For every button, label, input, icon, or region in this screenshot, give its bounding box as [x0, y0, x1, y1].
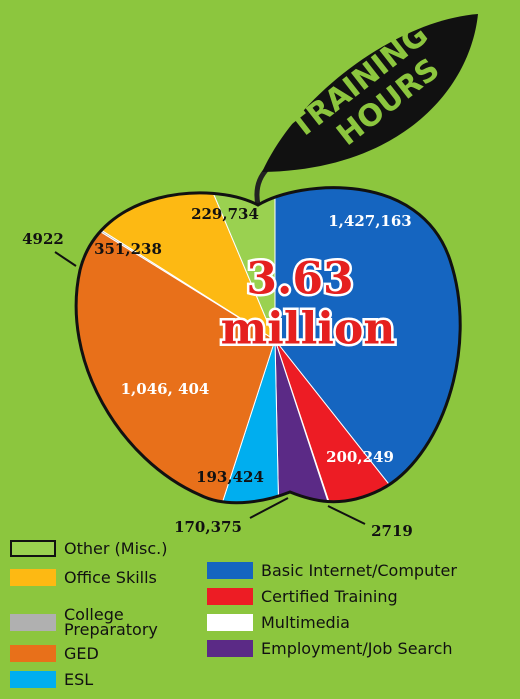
legend-swatch [10, 645, 56, 662]
legend-item: Employment/Job Search [207, 640, 453, 657]
leader-line [54, 251, 77, 267]
legend-label: Office Skills [64, 568, 157, 587]
leader-line [249, 497, 289, 519]
legend-item: GED [10, 645, 190, 662]
data-label: 4922 [22, 230, 64, 248]
leader-line [327, 505, 366, 525]
data-label: 2719 [371, 522, 413, 540]
legend-label: Other (Misc.) [64, 539, 168, 558]
legend-swatch [207, 588, 253, 605]
legend-item: Multimedia [207, 614, 350, 631]
data-label: 1,427,163 [328, 212, 412, 230]
legend-item: Other (Misc.) [10, 540, 190, 557]
legend-label: Basic Internet/Computer [261, 561, 457, 580]
legend-label: Certified Training [261, 587, 398, 606]
pie-slice [76, 187, 276, 503]
legend-label: College Preparatory [64, 605, 158, 639]
data-label: 193,424 [196, 468, 264, 486]
legend-label: GED [64, 644, 99, 663]
apple-outline [74, 186, 462, 505]
center-total: million [221, 304, 396, 355]
data-label: 200,249 [326, 448, 394, 466]
legend-item: Certified Training [207, 588, 398, 605]
legend-label: Multimedia [261, 613, 350, 632]
legend-swatch [10, 671, 56, 688]
pie-slice [274, 187, 461, 503]
pie-slice [175, 339, 283, 503]
legend-label: Employment/Job Search [261, 639, 453, 658]
legend-swatch [207, 640, 253, 657]
legend-item: College Preparatory [10, 605, 190, 639]
data-label: 229,734 [191, 205, 259, 223]
data-label: 170,375 [174, 518, 242, 536]
legend-label: ESL [64, 670, 94, 689]
data-label: 1,046, 404 [121, 380, 210, 398]
leaf [262, 14, 478, 172]
data-label: 351,238 [94, 240, 162, 258]
legend-item: Basic Internet/Computer [207, 562, 457, 579]
pie-slice [150, 187, 276, 341]
legend-swatch [207, 562, 253, 579]
legend-item: ESL [10, 671, 190, 688]
legend-swatch [10, 569, 56, 586]
legend-swatch [10, 613, 56, 631]
legend-swatch [10, 540, 56, 557]
center-total: 3.63 [246, 254, 353, 305]
legend-swatch [207, 614, 253, 631]
legend-item: Office Skills [10, 569, 190, 586]
